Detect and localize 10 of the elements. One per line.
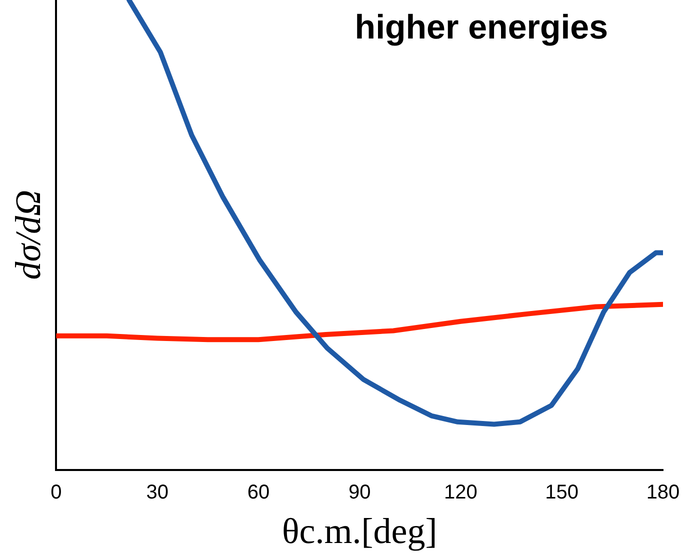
x-tick-label: 120	[444, 481, 478, 504]
x-tick-label: 180	[646, 481, 680, 504]
x-axis-title: θc.m.[deg]	[282, 510, 438, 551]
x-tick-label: 90	[348, 481, 371, 504]
annotation: higher energies	[354, 8, 608, 46]
x-tick-label: 150	[545, 481, 579, 504]
x-tick-label: 60	[247, 481, 270, 504]
x-tick-label: 30	[146, 481, 168, 504]
y-axis-title: dσ/dΩ	[8, 190, 48, 280]
x-tick-label: 0	[50, 481, 62, 504]
